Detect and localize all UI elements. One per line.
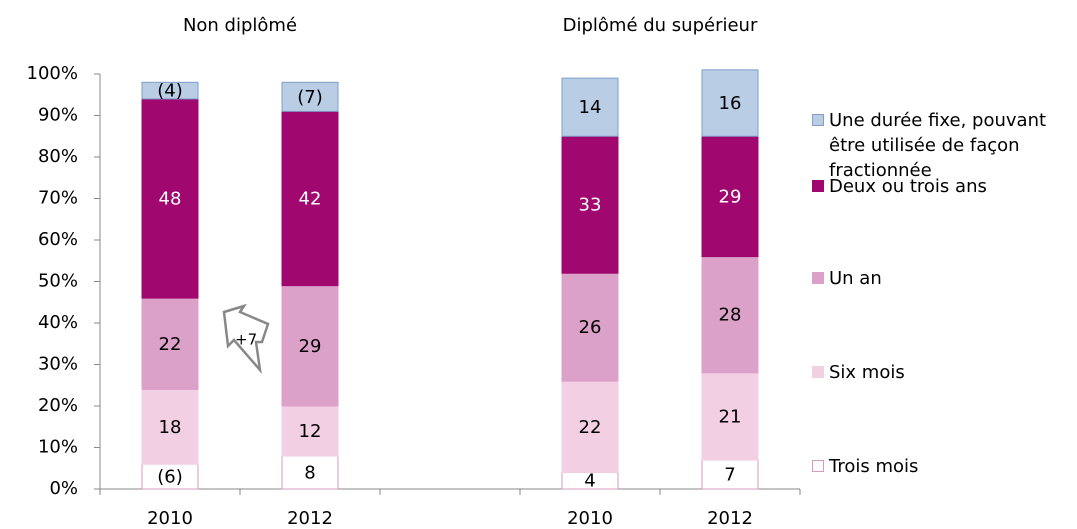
value-label: 29: [719, 186, 742, 207]
value-label: 8: [304, 462, 315, 483]
legend-item: Six mois: [812, 360, 1077, 385]
annotation: +7: [235, 331, 257, 349]
value-label: 21: [719, 406, 742, 427]
bar-segment: [141, 297, 199, 390]
value-label: 48: [159, 189, 182, 210]
bar-segment: [281, 81, 339, 112]
value-label: (6): [157, 467, 183, 488]
legend-label: Trois mois: [829, 456, 919, 477]
x-tick-label: 2010: [567, 508, 613, 529]
group-label: Diplômé du supérieur: [563, 15, 758, 36]
y-tick-label: 20%: [38, 395, 78, 416]
annotation-arrow: [222, 303, 270, 375]
value-label: 7: [724, 464, 735, 485]
bar-segment: [141, 388, 199, 465]
bar-segment: [281, 110, 339, 287]
bar-segment: [141, 463, 199, 490]
value-label: (7): [297, 87, 323, 108]
value-label: 42: [299, 189, 322, 210]
legend-swatch: [812, 272, 824, 284]
legend-label: Un an: [829, 268, 882, 289]
value-label: 29: [299, 336, 322, 357]
y-tick-label: 10%: [38, 437, 78, 458]
bar-segment: [701, 135, 759, 258]
value-label: (4): [157, 81, 183, 102]
bar-segment: [281, 285, 339, 407]
value-label: 14: [579, 97, 602, 118]
bar-segment: [141, 81, 199, 100]
value-label: 28: [719, 305, 742, 326]
legend-item: Un an: [812, 266, 1077, 291]
x-tick-label: 2010: [147, 508, 193, 529]
bar-segment: [281, 405, 339, 457]
legend-swatch: [812, 114, 824, 126]
y-tick-label: 90%: [38, 105, 78, 126]
bar-segment: [701, 256, 759, 374]
group-label: Non diplômé: [183, 15, 297, 36]
legend-item: Deux ou trois ans: [812, 174, 1077, 199]
x-tick-label: 2012: [707, 508, 753, 529]
value-label: 22: [159, 334, 182, 355]
value-label: 16: [719, 93, 742, 114]
legend-label: Deux ou trois ans: [829, 176, 987, 197]
legend-swatch: [812, 460, 824, 472]
legend-label: Six mois: [829, 362, 905, 383]
legend-swatch: [812, 366, 824, 378]
value-label: 33: [579, 195, 602, 216]
y-tick-label: 30%: [38, 354, 78, 375]
legend-swatch: [812, 180, 824, 192]
bar-segment: [561, 77, 619, 137]
y-tick-label: 50%: [38, 271, 78, 292]
bar-segment: [561, 135, 619, 274]
value-label: 22: [579, 417, 602, 438]
y-tick-label: 70%: [38, 188, 78, 209]
legend-item: Trois mois: [812, 454, 1077, 479]
value-label: 18: [159, 417, 182, 438]
legend-item: Une durée fixe, pouvant être utilisée de…: [812, 108, 1077, 183]
value-label: 4: [584, 471, 595, 492]
y-tick-label: 80%: [38, 146, 78, 167]
legend-label: Une durée fixe, pouvant être utilisée de…: [829, 110, 1047, 181]
y-tick-label: 60%: [38, 229, 78, 250]
x-tick-label: 2012: [287, 508, 333, 529]
bar-segment: [701, 69, 759, 137]
bar-segment: [281, 455, 339, 490]
y-tick-label: 0%: [49, 478, 78, 499]
value-label: 26: [579, 317, 602, 338]
value-label: 12: [299, 421, 322, 442]
y-tick-label: 40%: [38, 312, 78, 333]
bar-segment: [141, 98, 199, 299]
y-tick-label: 100%: [27, 63, 78, 84]
